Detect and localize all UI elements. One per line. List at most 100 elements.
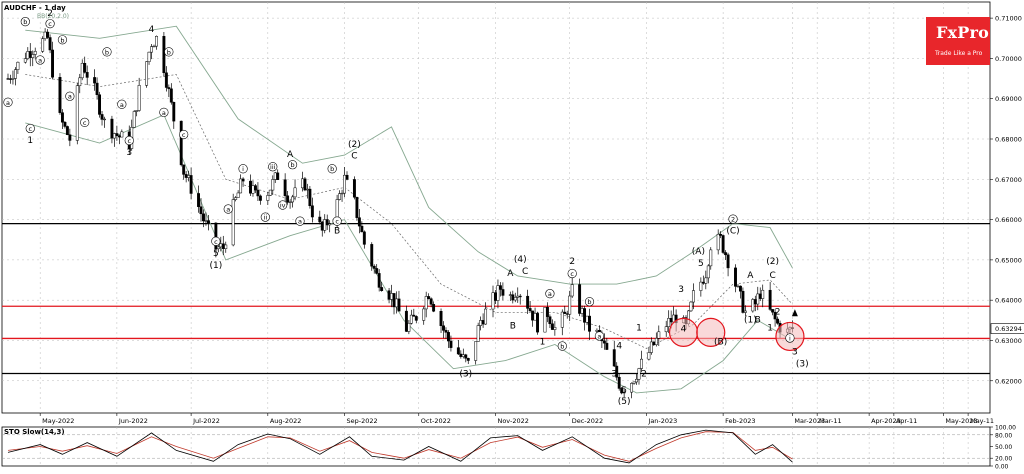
bear-candle xyxy=(734,267,737,287)
price-axis-tick-label: 0.63000 xyxy=(995,337,1022,345)
bull-candle xyxy=(231,199,235,246)
price-axis-tick-label: 0.69000 xyxy=(995,95,1022,103)
bull-candle xyxy=(13,69,17,79)
bull-candle xyxy=(204,220,208,222)
bull-candle xyxy=(266,195,270,201)
bear-candle xyxy=(362,231,366,245)
bear-candle xyxy=(95,82,99,95)
bear-candle xyxy=(528,308,532,312)
bull-candle xyxy=(150,46,153,53)
bear-candle xyxy=(283,179,287,197)
wave-label: (1) xyxy=(209,261,222,271)
wave-label: c xyxy=(127,137,131,145)
bear-candle xyxy=(355,196,359,218)
time-axis-tick-label: May-2023 xyxy=(945,417,977,425)
time-axis-tick-label: Apr-2023 xyxy=(871,417,901,425)
bear-candle xyxy=(51,49,54,78)
bear-candle xyxy=(345,174,349,180)
bear-candle xyxy=(172,102,176,122)
bear-candle xyxy=(753,299,757,305)
wave-label: c xyxy=(83,119,87,127)
price-axis-tick-label: 0.71000 xyxy=(995,15,1022,23)
bull-candle xyxy=(155,36,158,47)
bull-candle xyxy=(751,299,755,312)
fxpro-logo: FxPro Trade Like a Pro xyxy=(926,17,990,65)
wave-label: B xyxy=(334,227,340,237)
time-axis-tick-label: Jun-2022 xyxy=(118,417,148,425)
bull-candle xyxy=(16,61,20,70)
wave-label-circle xyxy=(124,135,134,146)
wave-label-circle xyxy=(159,107,169,117)
last-price-box xyxy=(990,323,1024,334)
bear-candle xyxy=(63,121,67,127)
bear-candle xyxy=(578,284,582,314)
bull-candle xyxy=(103,118,106,121)
wave-label: 2 xyxy=(731,216,735,224)
bear-candle xyxy=(563,311,567,314)
bear-candle xyxy=(771,309,775,313)
bear-candle xyxy=(60,112,64,123)
wave-label: a xyxy=(597,332,601,340)
bear-candle xyxy=(501,289,505,296)
stoch-axis-tick-label: 20.00 xyxy=(995,456,1012,463)
wave-label-circle xyxy=(35,55,45,65)
bear-candle xyxy=(164,72,168,88)
wave-label-circle xyxy=(327,164,337,174)
bull-candle xyxy=(761,289,765,299)
bull-candle xyxy=(691,290,695,303)
bull-candle xyxy=(41,38,45,52)
wave-label-circle xyxy=(278,200,288,210)
stochastic-panel-frame xyxy=(1,426,991,467)
wave-label: b xyxy=(23,18,27,26)
bull-candle xyxy=(33,51,37,55)
wave-label: b xyxy=(167,48,171,56)
bear-candle xyxy=(612,349,616,367)
bull-candle xyxy=(476,325,480,342)
bull-candle xyxy=(585,315,589,323)
stoch-signal-line xyxy=(7,431,793,462)
bear-candle xyxy=(46,31,50,38)
wave-label-circle xyxy=(20,17,30,27)
price-axis-tick-label: 0.68000 xyxy=(995,136,1022,144)
wave-label: 2 xyxy=(47,9,53,19)
bear-candle xyxy=(545,307,549,317)
bear-candle xyxy=(429,298,433,305)
bull-candle xyxy=(187,175,191,178)
bull-candle xyxy=(390,293,393,300)
bull-candle xyxy=(709,249,713,267)
bear-candle xyxy=(98,94,102,115)
wave-label-circle xyxy=(80,117,90,127)
bull-candle xyxy=(479,320,483,326)
wave-label-circle xyxy=(164,47,174,57)
bear-candle xyxy=(439,311,443,327)
wave-label-circle xyxy=(287,160,298,170)
wave-label-circle xyxy=(45,19,55,29)
wave-label-circle xyxy=(65,91,75,101)
bear-candle xyxy=(758,293,762,299)
bear-candle xyxy=(189,175,193,194)
time-axis-tick-label: Apr-11 xyxy=(896,417,917,425)
bear-candle xyxy=(110,118,114,139)
bear-candle xyxy=(466,358,470,361)
bear-candle xyxy=(169,88,173,103)
bollinger-lower-band xyxy=(25,114,793,394)
bear-candle xyxy=(724,252,728,256)
bear-candle xyxy=(617,376,621,389)
wave-label-circle xyxy=(268,162,278,172)
bear-candle xyxy=(397,298,401,312)
wave-label: ii xyxy=(264,214,268,222)
bear-candle xyxy=(605,342,609,350)
bull-candle xyxy=(293,187,297,198)
wave-label: a xyxy=(120,101,124,109)
bull-candle xyxy=(273,172,277,180)
bear-candle xyxy=(444,330,448,333)
bollinger-middle-band xyxy=(25,74,793,349)
bear-candle xyxy=(6,78,10,80)
bull-candle xyxy=(80,62,84,79)
bear-candle xyxy=(286,195,290,203)
wave-label: 3 xyxy=(792,348,798,358)
wave-label-circle xyxy=(728,214,738,224)
bear-candle xyxy=(427,296,431,299)
bear-candle xyxy=(518,295,522,298)
wave-label: iv xyxy=(280,202,286,210)
